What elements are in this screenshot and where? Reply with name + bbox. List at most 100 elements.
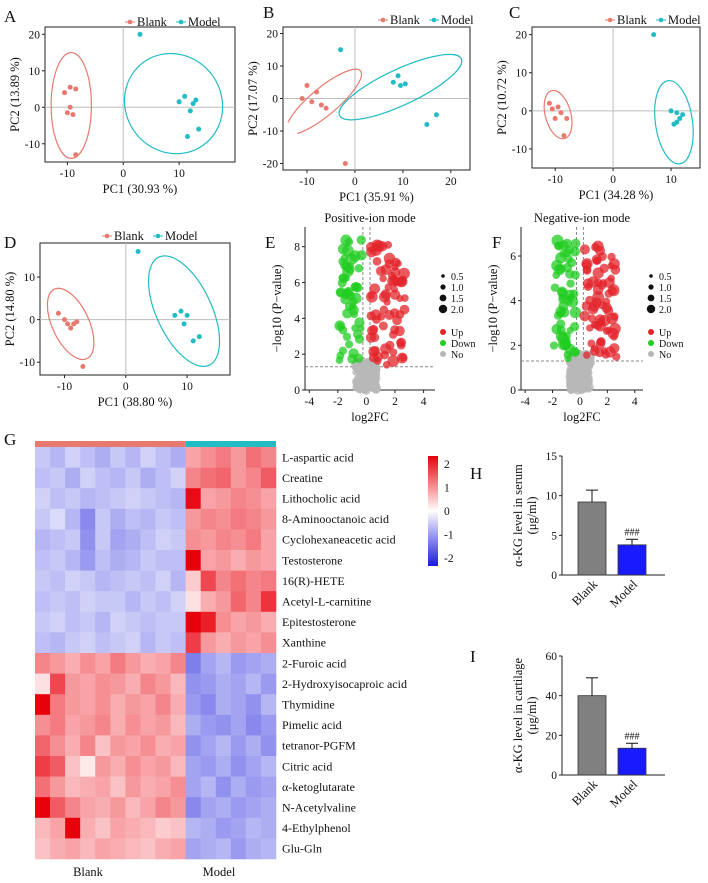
point-down [556,264,566,274]
heatmap-cell [155,817,171,839]
y-tick-label: 10 [516,68,528,80]
panel-letter: B [263,3,274,22]
heatmap-cell [200,508,217,530]
point-up [396,337,407,348]
point-blank [67,104,73,110]
x-tick-label: -10 [60,168,76,180]
point-up [372,257,382,266]
point-up [373,357,382,365]
heatmap-cell [35,653,51,674]
row-label: N-Acetylvaline [282,801,356,815]
size-legend-label: 1.5 [451,294,464,305]
legend-marker-no [440,351,446,357]
x-axis-title: PC1 (38.80 %) [98,395,173,409]
heatmap-cell [50,756,66,777]
y-axis-title: α-KG level in cartilage [511,657,525,773]
heatmap-cell [260,611,277,633]
size-legend-marker [438,304,448,314]
point-up [379,274,387,283]
y-tick-label: 2 [510,340,516,352]
group-bar-blank [35,441,186,447]
point-up [592,291,605,303]
heatmap-cell [140,694,156,716]
point-up [365,332,377,343]
y-tick-label: 0 [521,106,527,118]
legend-label-model: Model [668,13,701,27]
y-tick-label: 10 [29,66,41,78]
point-up [387,275,399,287]
x-axis-title: PC1 (34.28 %) [579,188,654,202]
heatmap-cell [230,488,247,510]
heatmap-cell [155,508,171,530]
plot-frame [44,26,236,163]
heatmap-cell [155,735,171,757]
x-tick-label: 0 [123,381,129,393]
point-down [552,271,561,279]
x-tick-label: 0 [352,176,358,188]
size-legend-marker [648,284,654,290]
point-blank [342,161,348,166]
heatmap-cell [170,611,186,633]
heatmap-cell [230,570,247,592]
heatmap-cell [185,838,201,860]
heatmap-cell [230,447,247,468]
group-label-model: Model [203,865,236,879]
heatmap-cell [155,591,171,613]
heatmap-cell [80,797,96,819]
heatmap-cell [110,735,126,757]
legend-label-up: Up [659,328,671,339]
heatmap-cell [95,529,111,551]
point-blank [65,321,71,327]
x-category-label: Blank [569,777,601,809]
colorbar-tick-label: 0 [444,506,450,518]
size-legend-label: 1.0 [451,283,464,294]
heatmap-cell [200,838,217,860]
heatmap-cell [50,550,66,571]
heatmap-cell [200,673,217,695]
heatmap-cell [50,529,66,551]
heatmap-cell [245,838,262,860]
panel-g: G L-aspartic acid Creatine Lithocholic acid… [4,430,454,879]
x-tick-label: -2 [333,396,343,408]
point-down [562,331,571,340]
heatmap-cell [80,467,96,489]
heatmap-cell [95,714,111,736]
point-down [549,341,559,350]
x-tick-label: 20 [445,176,457,188]
heatmap-cell [50,776,66,798]
heatmap-cell [125,591,141,613]
heatmap-cell [110,611,126,633]
heatmap-cell [140,467,156,489]
x-axis-title: PC1 (35.91 %) [339,190,414,204]
heatmap-cell [170,467,186,489]
point-up [367,292,375,300]
point-up [377,241,388,252]
row-label: Thymidine [282,698,335,712]
group-bar-model [185,441,276,447]
heatmap-cell [260,756,277,777]
heatmap-cell [155,529,171,551]
heatmap-cell [200,591,217,613]
heatmap-cell [200,776,217,798]
point-model [390,79,396,85]
row-label: Pimelic acid [282,718,342,732]
size-legend-marker [441,274,445,278]
heatmap-cell [140,735,156,757]
point-blank [73,86,79,92]
size-legend-marker [439,294,447,302]
bar-model [617,747,647,776]
confidence-ellipse-blank [46,287,95,361]
heatmap-cell [95,488,111,510]
heatmap-cell [140,653,156,674]
heatmap-cell [200,570,217,592]
heatmap-cell [230,653,247,674]
point-blank [309,99,315,105]
heatmap-cell [125,529,141,551]
heatmap-cell [260,508,277,530]
heatmap-cell [50,632,66,654]
y-axis-title: −log10 (P−value) [270,264,284,352]
heatmap-cell [125,817,141,839]
heatmap-cell [170,570,186,592]
heatmap-cell [80,776,96,798]
y-tick-label: 4 [294,313,300,325]
